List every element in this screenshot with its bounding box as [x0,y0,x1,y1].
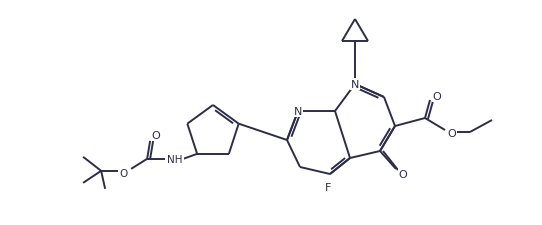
Text: O: O [152,130,160,140]
Text: O: O [433,92,441,101]
Text: O: O [448,128,456,138]
Text: O: O [119,168,127,178]
Text: O: O [398,169,408,179]
Text: N: N [351,80,359,90]
Text: F: F [325,182,331,192]
Text: NH: NH [167,154,183,164]
Text: N: N [294,106,302,117]
